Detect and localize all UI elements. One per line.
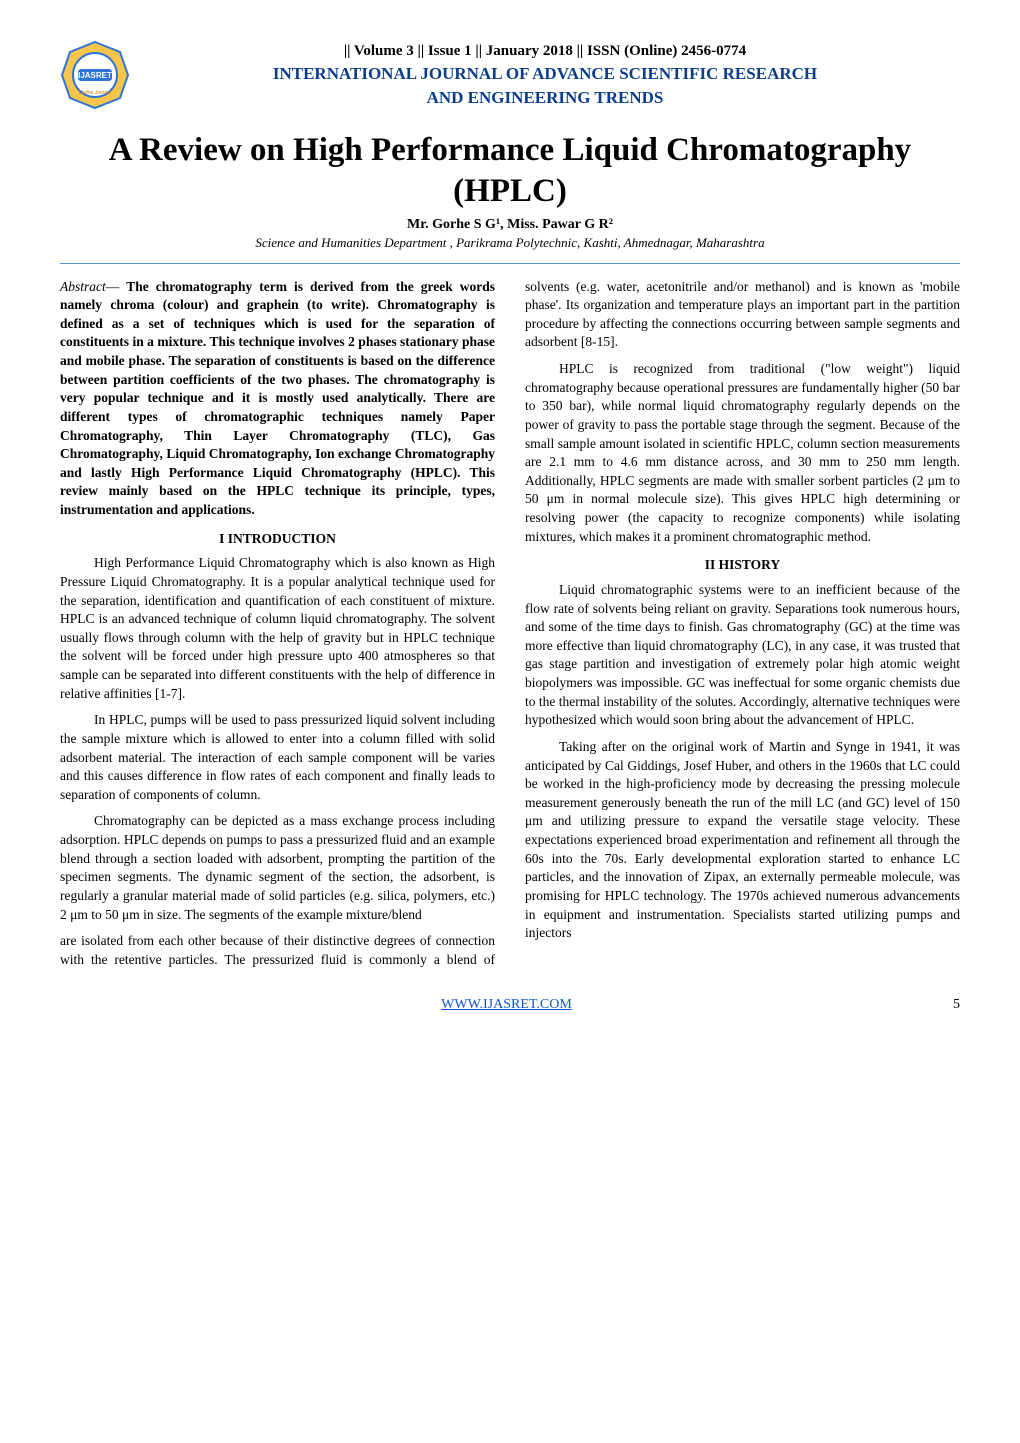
abstract-dash: —	[106, 279, 120, 294]
page-footer: WWW.IJASRET.COM 5	[60, 997, 960, 1013]
section-heading-history: II HISTORY	[525, 556, 960, 575]
body-columns: Abstract— The chromatography term is der…	[60, 278, 960, 970]
journal-title-block: || Volume 3 || Issue 1 || January 2018 |…	[130, 43, 960, 108]
journal-name-line-2: AND ENGINEERING TRENDS	[130, 88, 960, 108]
journal-name-line-1: INTERNATIONAL JOURNAL OF ADVANCE SCIENTI…	[130, 64, 960, 84]
history-para-2: Taking after on the original work of Mar…	[525, 738, 960, 943]
intro-para-1: High Performance Liquid Chromatography w…	[60, 554, 495, 703]
abstract: Abstract— The chromatography term is der…	[60, 278, 495, 520]
footer-link[interactable]: WWW.IJASRET.COM	[441, 997, 572, 1013]
logo-text: IJASRET	[78, 71, 112, 80]
journal-logo-icon: IJASRET Online Journal	[60, 40, 130, 110]
history-para-1: Liquid chromatographic systems were to a…	[525, 581, 960, 730]
section-heading-introduction: I INTRODUCTION	[60, 530, 495, 549]
journal-header: IJASRET Online Journal || Volume 3 || Is…	[60, 40, 960, 110]
intro-para-5: HPLC is recognized from traditional ("lo…	[525, 360, 960, 546]
paper-title: A Review on High Performance Liquid Chro…	[60, 130, 960, 213]
abstract-text: The chromatography term is derived from …	[60, 279, 495, 518]
intro-para-3: Chromatography can be depicted as a mass…	[60, 812, 495, 924]
affiliation: Science and Humanities Department , Pari…	[60, 235, 960, 251]
issue-line: || Volume 3 || Issue 1 || January 2018 |…	[130, 43, 960, 60]
abstract-label: Abstract	[60, 279, 106, 294]
intro-para-2: In HPLC, pumps will be used to pass pres…	[60, 711, 495, 804]
svg-text:Online Journal: Online Journal	[79, 90, 112, 96]
authors: Mr. Gorhe S G¹, Miss. Pawar G R²	[60, 217, 960, 233]
page-number: 5	[953, 997, 960, 1013]
top-rule	[60, 263, 960, 264]
